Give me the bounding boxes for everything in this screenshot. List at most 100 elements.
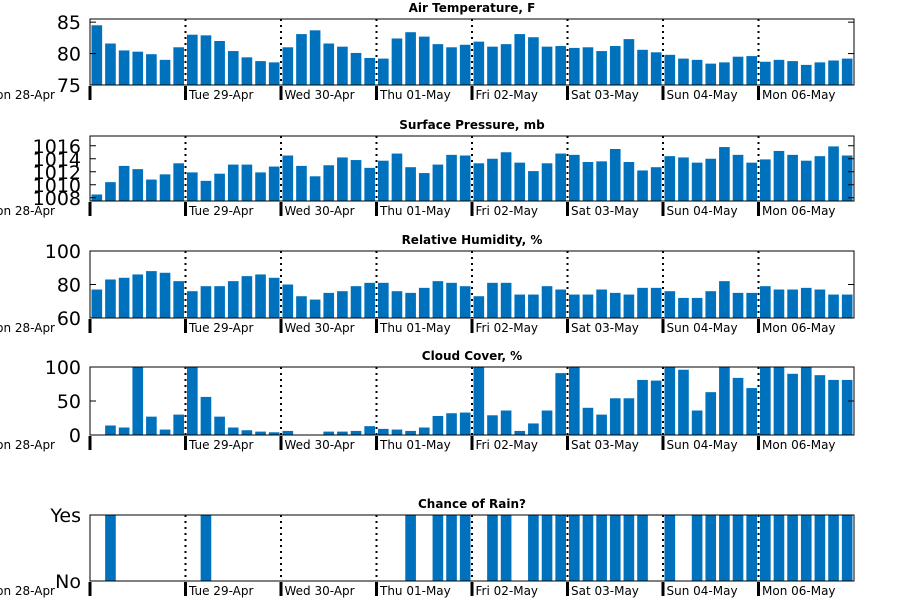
- x-tick-label: Mon 06-May: [762, 88, 836, 102]
- bar: [705, 63, 717, 85]
- chart-title: Relative Humidity, %: [402, 233, 543, 247]
- x-tick-label: Mon 06-May: [762, 204, 836, 218]
- x-day-tick: [375, 86, 378, 100]
- bar: [200, 396, 212, 435]
- bar: [787, 373, 798, 435]
- x-tick-label: Sat 03-May: [571, 584, 639, 598]
- bar: [541, 286, 553, 318]
- bar: [446, 515, 457, 581]
- x-day-tick: [661, 202, 665, 216]
- x-day-tick: [661, 319, 665, 333]
- bar: [91, 194, 103, 201]
- bar: [118, 427, 130, 435]
- bar: [800, 160, 812, 201]
- y-tick-label: 1014: [33, 149, 81, 171]
- bar: [350, 430, 362, 435]
- bar: [773, 59, 785, 85]
- x-tick-label: Tue 29-Apr: [188, 88, 253, 102]
- bar: [459, 515, 471, 581]
- bar: [623, 39, 635, 85]
- bar: [732, 515, 744, 581]
- bar: [487, 282, 498, 318]
- bar: [296, 34, 307, 85]
- bar: [91, 25, 103, 85]
- bar: [787, 154, 798, 201]
- bar: [432, 415, 444, 435]
- bar: [623, 515, 635, 581]
- x-tick-label: Thu 01-May: [379, 88, 451, 102]
- x-tick-label: Fri 02-May: [476, 584, 539, 598]
- chart-title: Surface Pressure, mb: [399, 118, 545, 132]
- bar: [418, 427, 430, 435]
- bar: [214, 416, 225, 435]
- chart-title: Air Temperature, F: [409, 1, 536, 15]
- bar: [459, 155, 471, 201]
- bar: [569, 294, 580, 318]
- bar: [650, 52, 662, 85]
- x-tick-label: Tue 29-Apr: [188, 584, 253, 598]
- x-tick-label: Fri 02-May: [476, 321, 539, 335]
- x-tick-label: Wed 30-Apr: [285, 321, 355, 335]
- bar: [814, 515, 826, 581]
- bar: [650, 380, 662, 435]
- bar: [268, 432, 280, 435]
- bar: [760, 367, 771, 435]
- bar: [760, 515, 771, 581]
- bar: [691, 59, 703, 85]
- bar: [528, 515, 539, 581]
- bar: [255, 274, 266, 318]
- bar: [637, 49, 648, 85]
- bar: [514, 430, 526, 435]
- bar: [214, 41, 225, 85]
- bar: [255, 172, 266, 201]
- bar: [773, 515, 785, 581]
- x-tick-label: Mon 28-Apr: [0, 438, 55, 452]
- bar: [473, 296, 485, 318]
- x-day-tick: [184, 202, 187, 216]
- bar: [391, 38, 403, 85]
- bar: [609, 149, 621, 201]
- bar: [760, 286, 771, 318]
- bar: [555, 153, 566, 201]
- x-tick-label: Wed 30-Apr: [285, 438, 355, 452]
- bar: [105, 279, 116, 318]
- bar: [609, 292, 621, 319]
- bar: [337, 291, 348, 318]
- bar: [227, 427, 239, 435]
- bar: [800, 287, 812, 318]
- bar: [459, 44, 471, 85]
- x-day-tick: [566, 436, 569, 450]
- x-day-tick: [566, 319, 569, 333]
- x-day-tick: [375, 436, 378, 450]
- x-day-tick: [88, 582, 92, 596]
- bar: [105, 182, 116, 201]
- x-day-tick: [88, 202, 92, 216]
- bar: [200, 180, 212, 201]
- y-tick-label: 1008: [33, 188, 81, 210]
- x-day-tick: [757, 319, 760, 333]
- x-tick-label: Tue 29-Apr: [188, 204, 253, 218]
- chart-panel-3: Relative Humidity, % 60 80 100 Mon 28-Apr Tue…: [0, 233, 855, 335]
- bar: [637, 515, 648, 581]
- bar: [787, 515, 798, 581]
- x-tick-label: Sun 04-May: [667, 321, 738, 335]
- bar: [309, 30, 321, 86]
- bar: [841, 515, 853, 581]
- bar: [227, 164, 239, 201]
- bar: [296, 296, 307, 318]
- x-tick-label: Mon 28-Apr: [0, 321, 55, 335]
- bar: [719, 62, 730, 85]
- x-tick-label: Sat 03-May: [571, 204, 639, 218]
- bar: [555, 289, 566, 318]
- bar: [514, 162, 526, 201]
- bar: [705, 158, 717, 201]
- x-tick-label: Tue 29-Apr: [188, 438, 253, 452]
- x-day-tick: [566, 86, 569, 100]
- bar: [323, 43, 335, 85]
- bar: [705, 392, 717, 435]
- bar: [719, 367, 730, 435]
- bar: [596, 414, 607, 435]
- bar: [337, 157, 348, 201]
- bar: [623, 162, 635, 201]
- x-day-tick: [375, 202, 378, 216]
